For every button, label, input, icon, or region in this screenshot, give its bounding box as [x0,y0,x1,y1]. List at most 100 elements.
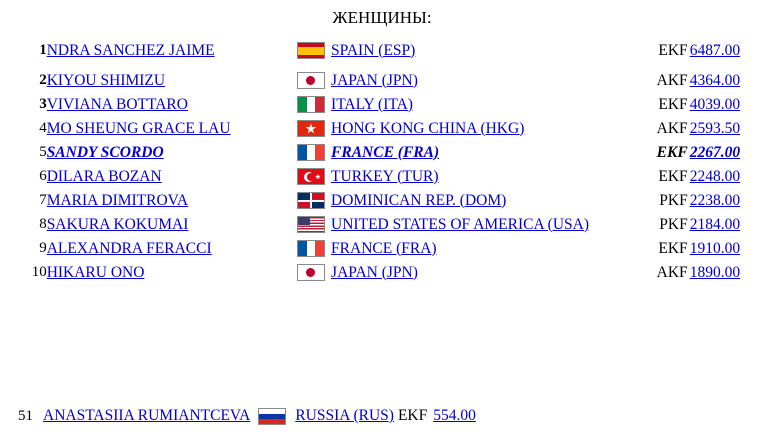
federation-label: PKF [659,215,688,233]
country-cell: JAPAN (JPN) [331,70,639,90]
country-link[interactable]: DOMINICAN REP. (DOM) [331,191,507,209]
athlete-link[interactable]: MARIA DIMITROVA [46,191,189,209]
country-link[interactable]: ITALY (ITA) [331,95,413,113]
athlete-link[interactable]: VIVIANA BOTTARO [46,95,188,113]
country-link[interactable]: UNITED STATES OF AMERICA (USA) [331,215,590,233]
points-cell: 2267.00 [690,142,764,162]
federation-cell: AKF [639,118,690,138]
points-link[interactable]: 6487.00 [689,41,741,59]
country-link[interactable]: TURKEY (TUR) [331,167,439,185]
table-row: 7 MARIA DIMITROVA DOMINICAN REP. (DOM) P… [0,190,764,210]
federation-cell: EKF [639,94,690,114]
rank-cell: 8 [0,214,47,234]
points-link[interactable]: 2248.00 [689,167,741,185]
flag-cell [291,70,331,90]
table-row: 10 HIKARU ONO JAPAN (JPN) AKF 1890.00 [0,262,764,282]
flag-cell [291,190,331,210]
athlete-cell: HIKARU ONO [47,262,291,282]
country-link[interactable]: HONG KONG CHINA (HKG) [331,119,525,137]
points-link[interactable]: 2184.00 [689,215,741,233]
country-link[interactable]: JAPAN (JPN) [331,71,418,89]
federation-label: EKF [658,41,688,59]
athlete-link[interactable]: NDRA SANCHEZ JAIME [46,41,215,59]
points-link[interactable]: 1890.00 [689,263,741,281]
flag-cell [291,214,331,234]
federation-label: EKF [658,95,688,113]
rank-number: 7 [39,192,47,208]
points-link[interactable]: 554.00 [433,407,476,424]
athlete-link[interactable]: ALEXANDRA FERACCI [46,239,212,257]
federation-label: AKF [656,71,688,89]
country-cell: ITALY (ITA) [331,94,639,114]
country-cell: HONG KONG CHINA (HKG) [331,118,639,138]
table-row: 9 ALEXANDRA FERACCI FRANCE (FRA) EKF 191… [0,238,764,258]
points-link[interactable]: 4039.00 [689,95,741,113]
points-cell: 4364.00 [690,70,764,90]
ranking-table-body: 1 NDRA SANCHEZ JAIME SPAIN (ESP) EKF 648… [0,40,764,282]
points-cell: 2248.00 [690,166,764,186]
athlete-link[interactable]: HIKARU ONO [46,263,145,281]
points-link[interactable]: 2238.00 [689,191,741,209]
country-cell: SPAIN (ESP) [331,40,639,60]
flag-cell [291,40,331,60]
athlete-link[interactable]: DILARA BOZAN [46,167,162,185]
country-link[interactable]: FRANCE (FRA) [331,143,440,161]
france-flag-icon [296,144,325,162]
rank-number: 5 [39,144,47,160]
flag-cell [291,262,331,282]
federation-cell: AKF [639,262,690,282]
rank-cell: 6 [0,166,47,186]
federation-label: EKF [658,167,688,185]
page-title: ЖЕНЩИНЫ: [332,8,432,27]
points-link[interactable]: 4364.00 [689,71,741,89]
country-cell: UNITED STATES OF AMERICA (USA) [331,214,639,234]
table-row: 6 DILARA BOZAN TURKEY (TUR) EKF 2248.00 [0,166,764,186]
rank-cell: 1 [0,40,47,60]
country-cell: FRANCE (FRA) [331,238,639,258]
ranking-table: 1 NDRA SANCHEZ JAIME SPAIN (ESP) EKF 648… [0,40,764,282]
points-cell: 1890.00 [690,262,764,282]
rank-cell: 9 [0,238,47,258]
athlete-link[interactable]: SANDY SCORDO [46,143,164,161]
country-link[interactable]: RUSSIA (RUS) [295,407,394,424]
points-link[interactable]: 2267.00 [689,143,741,161]
federation-label: EKF [658,239,688,257]
athlete-link[interactable]: SAKURA KOKUMAI [46,215,189,233]
rank-number: 6 [39,168,47,184]
points-link[interactable]: 2593.50 [689,119,741,137]
athlete-cell: ALEXANDRA FERACCI [47,238,291,258]
tail-row: 51 ANASTASIIA RUMIANTCEVA RUSSIA (RUS) E… [18,407,476,426]
federation-cell: AKF [639,70,690,90]
athlete-link[interactable]: ANASTASIIA RUMIANTCEVA [43,407,251,424]
rank-cell: 2 [0,70,47,90]
rank-cell: 10 [0,262,47,282]
rank-number: 10 [31,264,47,280]
points-link[interactable]: 1910.00 [689,239,741,257]
country-link[interactable]: FRANCE (FRA) [331,239,437,257]
athlete-link[interactable]: KIYOU SHIMIZU [46,71,166,89]
federation-cell: EKF [639,238,690,258]
hong-kong-flag-icon [296,120,325,138]
athlete-cell: NDRA SANCHEZ JAIME [47,40,291,60]
table-row: 3 VIVIANA BOTTARO ITALY (ITA) EKF 4039.0… [0,94,764,114]
athlete-link[interactable]: MO SHEUNG GRACE LAU [46,119,231,137]
points-cell: 6487.00 [690,40,764,60]
federation-cell: PKF [639,190,690,210]
rank-number: 4 [39,120,47,136]
athlete-cell: SANDY SCORDO [47,142,291,162]
rank-number: 8 [39,216,47,232]
country-link[interactable]: JAPAN (JPN) [331,263,418,281]
athlete-cell: KIYOU SHIMIZU [47,70,291,90]
country-link[interactable]: SPAIN (ESP) [331,41,416,59]
rank-number: 51 [18,408,33,424]
points-cell: 4039.00 [690,94,764,114]
points-cell: 2593.50 [690,118,764,138]
federation-label: PKF [659,191,688,209]
country-cell: FRANCE (FRA) [331,142,639,162]
federation-cell: EKF [639,166,690,186]
japan-flag-icon [296,72,325,90]
table-row: 1 NDRA SANCHEZ JAIME SPAIN (ESP) EKF 648… [0,40,764,60]
flag-cell [291,94,331,114]
united-states-flag-icon [296,216,325,234]
italy-flag-icon [296,96,325,114]
